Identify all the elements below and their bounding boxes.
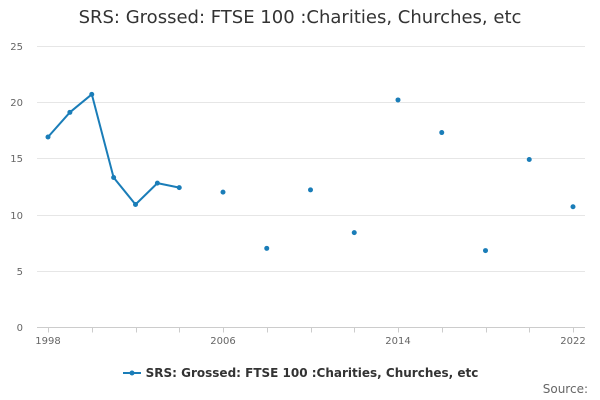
chart-title: SRS: Grossed: FTSE 100 :Charities, Churc… <box>78 7 522 28</box>
data-point <box>395 97 401 103</box>
data-point <box>264 245 270 251</box>
y-tick-label: 15 <box>10 154 23 165</box>
y-tick-label: 20 <box>10 98 23 109</box>
x-tick-label: 2022 <box>560 336 585 347</box>
y-tick-label: 0 <box>17 323 23 334</box>
data-point <box>133 201 138 207</box>
source-label: Source: <box>542 382 588 396</box>
data-point <box>308 187 313 193</box>
data-point <box>220 189 226 195</box>
y-tick-label: 5 <box>17 267 23 278</box>
data-point <box>67 109 73 115</box>
data-point <box>439 130 445 136</box>
x-tick-label: 1998 <box>35 336 60 347</box>
data-point <box>176 185 182 191</box>
data-point <box>154 180 160 186</box>
legend-label: SRS: Grossed: FTSE 100 :Charities, Churc… <box>145 366 479 380</box>
x-tick-label: 2014 <box>385 336 410 347</box>
data-point <box>483 248 488 254</box>
legend-line-icon <box>122 370 141 376</box>
data-point <box>89 91 95 97</box>
data-point <box>526 157 532 163</box>
data-point <box>351 230 357 236</box>
data-point <box>570 204 576 210</box>
y-tick-label: 25 <box>10 42 23 53</box>
x-tick-label: 2006 <box>210 336 235 347</box>
data-point <box>45 134 51 140</box>
y-tick-label: 10 <box>10 211 23 222</box>
data-point <box>111 175 117 181</box>
legend[interactable]: SRS: Grossed: FTSE 100 :Charities, Churc… <box>0 365 600 381</box>
